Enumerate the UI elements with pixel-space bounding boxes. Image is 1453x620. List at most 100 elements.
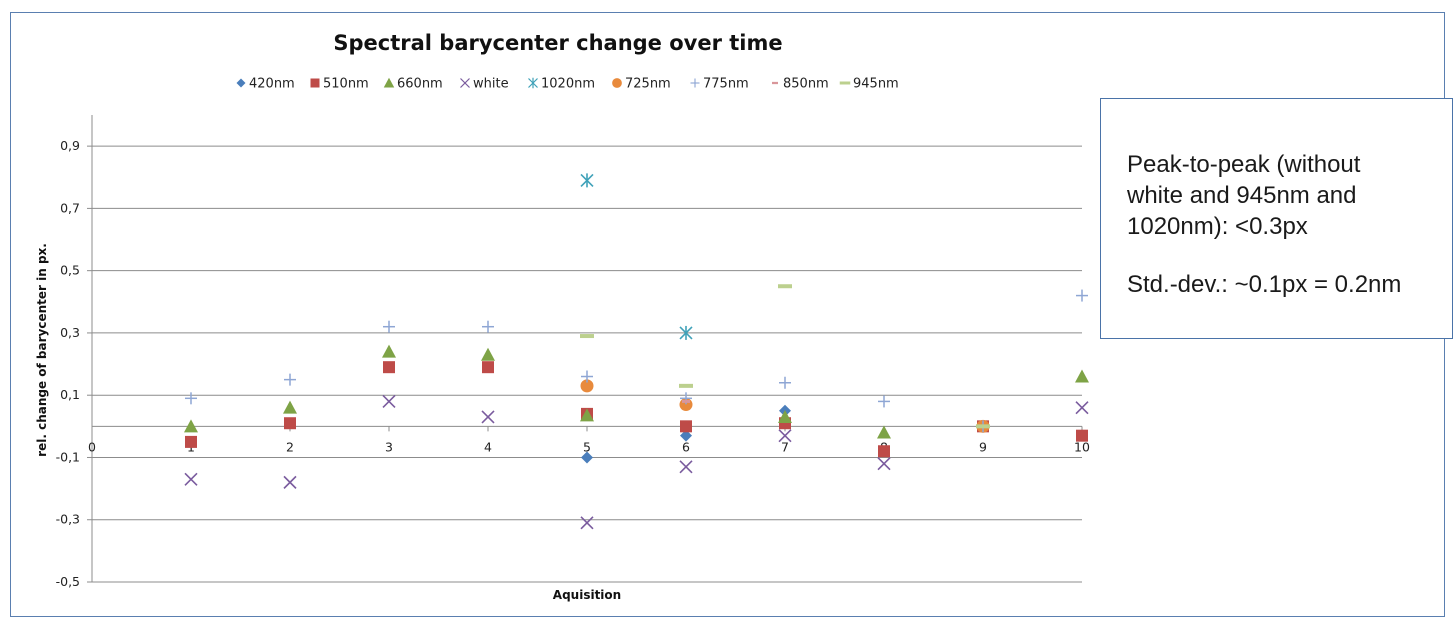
data-point-775nm (383, 320, 395, 333)
legend-item: 775nm (690, 77, 749, 92)
y-tick-label: -0,1 (56, 449, 80, 464)
data-point-945nm (976, 424, 990, 429)
gridlines (92, 145, 1082, 583)
data-point-945nm (778, 284, 792, 289)
data-point-945nm (679, 383, 693, 388)
data-point-510nm (680, 420, 692, 433)
y-tick-labels: 0,9 0,7 0,5 0,3 0,1 -0,1 -0,3 -0,5 (56, 138, 80, 589)
x-tick-label: 10 (1074, 439, 1090, 454)
x-tick-label: 4 (484, 439, 492, 454)
data-point-775nm (482, 320, 494, 333)
legend-label: 775nm (703, 77, 749, 92)
y-tick-label: 0,1 (60, 387, 80, 402)
legend-label: 420nm (249, 77, 295, 92)
data-point-white (580, 516, 594, 530)
annotation-box: Peak-to-peak (without white and 945nm an… (1100, 98, 1453, 339)
data-point-775nm (185, 392, 197, 405)
data-point-1020nm (679, 325, 693, 340)
data-point-1020nm (580, 173, 594, 188)
data-point-945nm (580, 334, 594, 339)
y-tick-label: 0,7 (60, 200, 80, 215)
legend-marker-725nm (612, 78, 622, 88)
y-axis-label: rel. change of barycenter in px. (35, 243, 49, 457)
note-line: 1020nm): <0.3px (1127, 213, 1308, 240)
legend-marker-420nm (236, 78, 246, 88)
data-point-660nm (877, 425, 891, 439)
legend-marker-510nm (310, 78, 320, 88)
legend-marker-775nm (690, 78, 700, 88)
chart-title: Spectral barycenter change over time (333, 31, 782, 55)
legend-label: 850nm (783, 77, 829, 92)
data-point-660nm (184, 419, 198, 433)
data-point-725nm (580, 379, 594, 393)
legend-item: 1020nm (528, 77, 595, 92)
data-point-660nm (481, 347, 495, 361)
data-point-white (283, 475, 297, 489)
data-point-white (382, 394, 396, 408)
legend-item: 850nm (772, 77, 829, 92)
data-point-510nm (185, 435, 197, 448)
x-tick-label: 5 (583, 439, 591, 454)
x-tick-label: 2 (286, 439, 294, 454)
data-point-420nm (581, 451, 593, 464)
data-point-850nm (682, 399, 690, 403)
legend-label: 945nm (853, 77, 899, 92)
legend-marker-white (460, 78, 470, 88)
legend-label: 1020nm (541, 77, 595, 92)
legend-label: 725nm (625, 77, 671, 92)
legend-item: 660nm (383, 77, 443, 92)
legend-marker-1020nm (528, 77, 538, 89)
data-point-white (679, 460, 693, 474)
y-tick-label: 0,5 (60, 263, 80, 278)
legend-item: 510nm (310, 77, 369, 92)
data-point-510nm (284, 417, 296, 430)
data-point-white (1075, 401, 1089, 415)
y-tick-label: -0,5 (56, 574, 80, 589)
data-point-660nm (382, 344, 396, 358)
data-point-510nm (383, 361, 395, 374)
legend-marker-945nm (839, 81, 851, 85)
data-point-775nm (284, 373, 296, 386)
axes (87, 115, 1083, 583)
note-line: Peak-to-peak (without (1127, 151, 1361, 178)
data-point-white (184, 472, 198, 486)
x-tick-label: 0 (88, 439, 96, 454)
data-point-775nm (1076, 289, 1088, 302)
data-point-660nm (580, 408, 594, 422)
data-point-510nm (1076, 429, 1088, 442)
y-tick-label: 0,3 (60, 325, 80, 340)
legend-label: 660nm (397, 77, 443, 92)
note-line: white and 945nm and (1127, 182, 1357, 209)
legend-marker-850nm (772, 81, 778, 85)
data-point-660nm (778, 409, 792, 423)
note-line: Std.-dev.: ~0.1px = 0.2nm (1127, 271, 1402, 298)
legend-item: 420nm (236, 77, 295, 92)
x-tick-label: 9 (979, 439, 987, 454)
data-point-510nm (878, 445, 890, 458)
y-tick-label: 0,9 (60, 138, 80, 153)
x-axis-label: Aquisition (553, 588, 621, 602)
y-tick-label: -0,3 (56, 512, 80, 527)
data-point-775nm (779, 376, 791, 389)
data-point-775nm (581, 370, 593, 383)
data-point-775nm (878, 395, 890, 408)
data-points (184, 173, 1089, 530)
legend-label: white (473, 77, 509, 92)
data-point-510nm (482, 361, 494, 374)
data-point-420nm (680, 429, 692, 442)
x-tick-labels: 012345678910 (88, 439, 1090, 454)
legend-marker-660nm (383, 77, 395, 88)
data-point-white (481, 410, 495, 424)
legend-item: 725nm (612, 77, 671, 92)
x-tick-label: 6 (682, 439, 690, 454)
x-tick-label: 3 (385, 439, 393, 454)
legend: 420nm 510nm 660nm white 1020nm 725nm 775nm 850n… (236, 77, 899, 92)
data-point-white (778, 429, 792, 443)
data-point-white (877, 457, 891, 471)
legend-label: 510nm (323, 77, 369, 92)
legend-item: white (460, 77, 509, 92)
x-tick-label: 7 (781, 439, 789, 454)
data-point-660nm (1075, 369, 1089, 383)
data-point-660nm (283, 400, 297, 414)
